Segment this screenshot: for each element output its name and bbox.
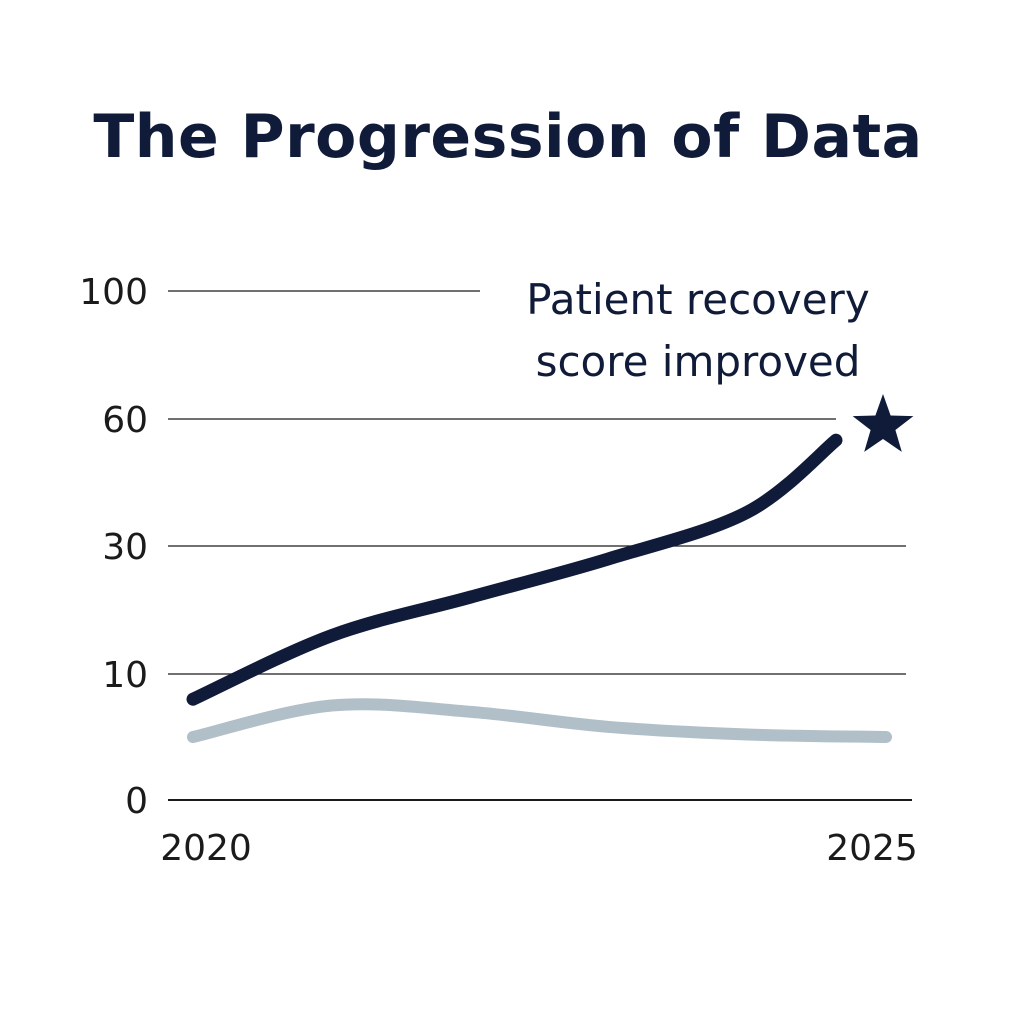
annotation: Patient recovery score improved	[526, 275, 914, 452]
series-line-primary	[186, 433, 843, 706]
star-marker-icon	[852, 394, 914, 452]
x-tick-label-start: 2020	[160, 828, 252, 869]
chart-title: The Progression of Data	[93, 102, 923, 172]
series-line-secondary	[187, 698, 892, 743]
annotation-line-2: score improved	[536, 337, 861, 386]
y-tick-label-100: 100	[79, 272, 148, 313]
series-lines	[186, 433, 892, 743]
y-tick-label-10: 10	[102, 655, 148, 696]
grid-lines	[168, 290, 912, 801]
x-tick-label-end: 2025	[826, 828, 918, 869]
annotation-line-1: Patient recovery	[526, 275, 869, 324]
y-tick-label-0: 0	[125, 781, 148, 822]
x-axis-ticks: 2020 2025	[160, 828, 918, 869]
y-axis-ticks: 0 10 30 60 100	[79, 272, 148, 822]
y-tick-label-60: 60	[102, 400, 148, 441]
y-tick-label-30: 30	[102, 527, 148, 568]
